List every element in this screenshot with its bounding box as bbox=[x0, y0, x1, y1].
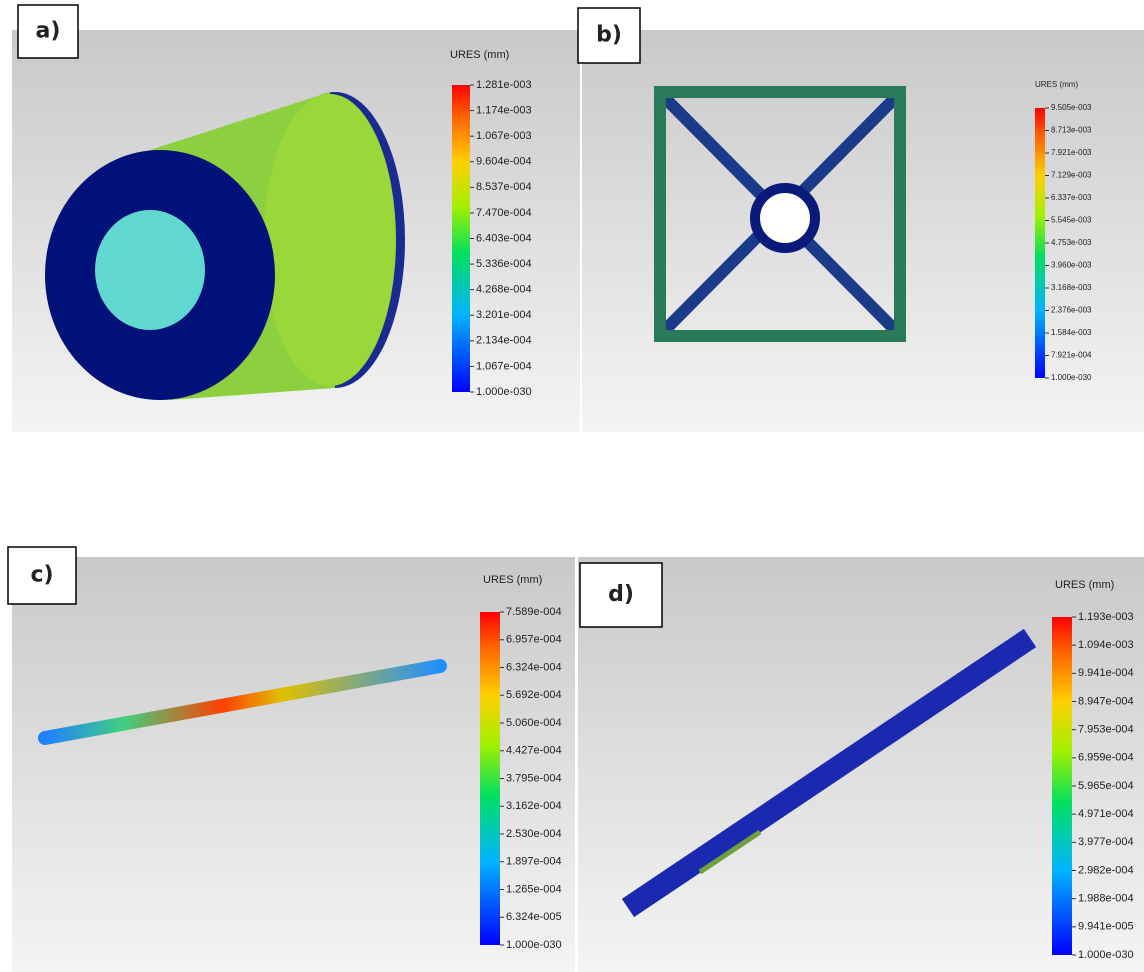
legend-tick: 4.971e-004 bbox=[1078, 808, 1134, 820]
legend-tick: 2.376e-003 bbox=[1051, 306, 1092, 315]
legend-tick: 8.947e-004 bbox=[1078, 695, 1134, 707]
legend-tick: 1.584e-003 bbox=[1051, 328, 1092, 337]
panel-label: b) bbox=[596, 23, 622, 48]
legend-tick: 5.060e-004 bbox=[506, 717, 562, 729]
legend-tick: 8.537e-004 bbox=[476, 181, 532, 193]
legend-tick: 9.941e-004 bbox=[1078, 667, 1134, 679]
legend-tick: 4.427e-004 bbox=[506, 745, 562, 757]
legend-tick: 6.959e-004 bbox=[1078, 752, 1134, 764]
legend-tick: 1.988e-004 bbox=[1078, 893, 1134, 905]
legend-title: URES (mm) bbox=[1035, 80, 1078, 89]
legend-tick: 5.692e-004 bbox=[506, 689, 562, 701]
legend-tick: 7.129e-003 bbox=[1051, 171, 1092, 180]
legend-tick: 1.265e-004 bbox=[506, 883, 562, 895]
legend-title: URES (mm) bbox=[450, 49, 509, 61]
legend-title: URES (mm) bbox=[1055, 579, 1114, 591]
legend-tick: 9.505e-003 bbox=[1051, 103, 1092, 112]
legend-title: URES (mm) bbox=[483, 574, 542, 586]
legend-tick: 7.589e-004 bbox=[506, 606, 562, 618]
legend-tick: 3.168e-003 bbox=[1051, 283, 1092, 292]
legend-tick: 1.193e-003 bbox=[1078, 611, 1134, 623]
legend-tick: 4.268e-004 bbox=[476, 284, 532, 296]
legend-tick: 7.953e-004 bbox=[1078, 724, 1134, 736]
legend-tick: 1.897e-004 bbox=[506, 856, 562, 868]
color-bar bbox=[452, 85, 470, 392]
legend-tick: 3.977e-004 bbox=[1078, 836, 1134, 848]
legend-tick: 1.067e-004 bbox=[476, 360, 532, 372]
legend-tick: 9.941e-005 bbox=[1078, 921, 1134, 933]
legend-tick: 3.795e-004 bbox=[506, 772, 562, 784]
panel-label: d) bbox=[608, 582, 634, 607]
color-bar bbox=[1052, 617, 1072, 955]
color-bar bbox=[1035, 108, 1045, 378]
legend-tick: 6.337e-003 bbox=[1051, 193, 1092, 202]
legend-tick: 9.604e-004 bbox=[476, 156, 532, 168]
legend-tick: 1.281e-003 bbox=[476, 79, 532, 91]
legend-tick: 6.403e-004 bbox=[476, 232, 532, 244]
legend-tick: 7.921e-004 bbox=[1051, 351, 1092, 360]
legend-tick: 7.470e-004 bbox=[476, 207, 532, 219]
legend-tick: 3.960e-003 bbox=[1051, 261, 1092, 270]
legend-tick: 6.957e-004 bbox=[506, 634, 562, 646]
legend-tick: 1.067e-003 bbox=[476, 130, 532, 142]
legend-tick: 1.000e-030 bbox=[506, 939, 562, 951]
legend-tick: 1.174e-003 bbox=[476, 104, 532, 116]
legend-tick: 2.134e-004 bbox=[476, 335, 532, 347]
legend-tick: 7.921e-003 bbox=[1051, 148, 1092, 157]
legend-tick: 3.201e-004 bbox=[476, 309, 532, 321]
panel-label: c) bbox=[30, 563, 53, 588]
legend-tick: 1.000e-030 bbox=[476, 386, 532, 398]
legend-tick: 3.162e-004 bbox=[506, 800, 562, 812]
legend-tick: 5.965e-004 bbox=[1078, 780, 1134, 792]
legend-tick: 6.324e-004 bbox=[506, 661, 562, 673]
color-bar bbox=[480, 612, 500, 945]
legend-tick: 5.336e-004 bbox=[476, 258, 532, 270]
legend-tick: 4.753e-003 bbox=[1051, 238, 1092, 247]
legend-tick: 2.982e-004 bbox=[1078, 864, 1134, 876]
legend-tick: 1.000e-030 bbox=[1078, 949, 1134, 961]
legend-tick: 2.530e-004 bbox=[506, 828, 562, 840]
panel-label: a) bbox=[36, 19, 61, 44]
figure: a) URES (mm) 1.281e-003 1.174e-003 1.067e-00… bbox=[0, 0, 1144, 972]
legend-tick: 1.000e-030 bbox=[1051, 373, 1092, 382]
legend-tick: 1.094e-003 bbox=[1078, 639, 1134, 651]
legend-tick: 8.713e-003 bbox=[1051, 126, 1092, 135]
legend-tick: 5.545e-003 bbox=[1051, 216, 1092, 225]
legend-tick: 6.324e-005 bbox=[506, 911, 562, 923]
